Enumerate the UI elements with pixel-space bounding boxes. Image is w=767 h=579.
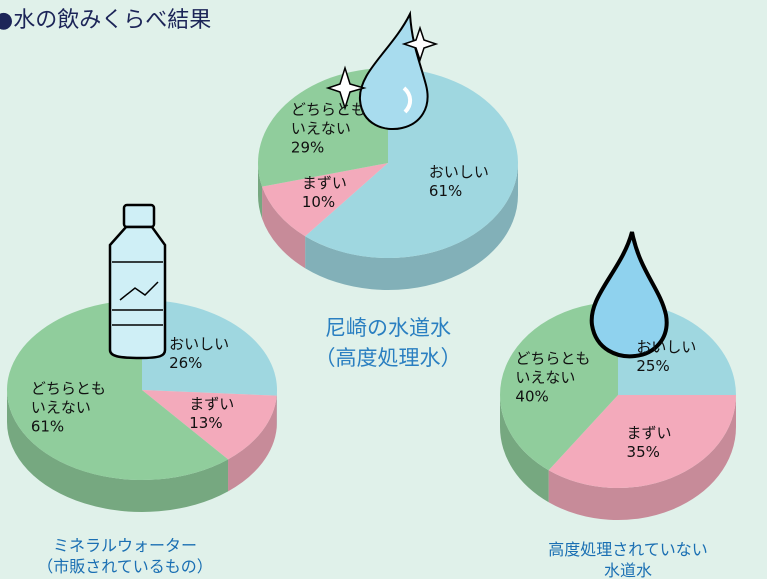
slice-value: 29% bbox=[291, 139, 366, 158]
slice-category: どちらとも いえない bbox=[31, 379, 106, 417]
pie-caption: （高度処理水） bbox=[315, 342, 462, 372]
slice-value: 13% bbox=[189, 414, 234, 433]
pie-caption: （市販されているもの） bbox=[37, 553, 213, 577]
slice-value: 61% bbox=[429, 182, 489, 201]
page: ●水の飲みくらべ結果 おいしい61%まずい10%どちらとも いえない29%尼崎の… bbox=[0, 0, 767, 579]
slice-category: おいしい bbox=[636, 338, 696, 357]
slice-category: まずい bbox=[302, 174, 347, 193]
slice-value: 10% bbox=[302, 193, 347, 212]
slice-value: 40% bbox=[515, 388, 590, 407]
slice-category: おいしい bbox=[429, 163, 489, 182]
slice-category: おいしい bbox=[169, 335, 229, 354]
slice-value: 35% bbox=[627, 443, 672, 462]
slice-category: まずい bbox=[189, 395, 234, 414]
slice-category: どちらとも いえない bbox=[515, 350, 590, 388]
page-title: ●水の飲みくらべ結果 bbox=[0, 2, 211, 34]
pie-caption: 尼崎の水道水 bbox=[325, 312, 451, 342]
bottle-body bbox=[110, 227, 165, 358]
bottle-icon bbox=[110, 205, 165, 358]
slice-category: まずい bbox=[627, 424, 672, 443]
drop-icon bbox=[360, 14, 428, 129]
slice-value: 26% bbox=[169, 354, 229, 373]
slice-value: 61% bbox=[31, 417, 106, 436]
pie-caption: 水道水 bbox=[604, 557, 652, 579]
slice-value: 25% bbox=[636, 357, 696, 376]
slice-category: どちらとも いえない bbox=[291, 101, 366, 139]
bottle-cap bbox=[124, 205, 154, 227]
charts bbox=[0, 0, 767, 579]
